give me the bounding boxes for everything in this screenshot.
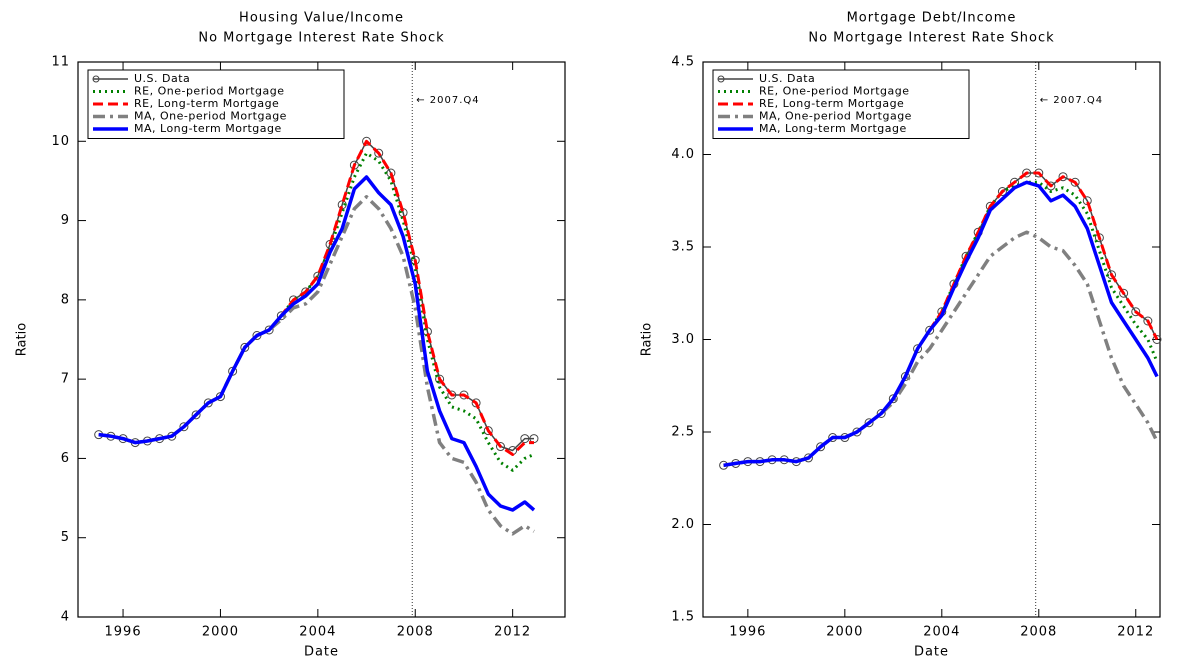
x-tick-label: 2000 <box>826 625 863 640</box>
x-tick-label: 2008 <box>1020 625 1057 640</box>
x-tick-label: 2000 <box>202 625 239 640</box>
y-tick-label: 11 <box>51 55 70 70</box>
series-line <box>98 151 535 472</box>
data-point <box>816 442 826 452</box>
series-line <box>723 180 1159 468</box>
legend-marker <box>717 75 725 83</box>
series-line <box>723 230 1159 468</box>
chart-title: Mortgage Debt/Income <box>847 11 1017 26</box>
data-point <box>520 434 530 444</box>
data-point <box>1131 307 1141 317</box>
y-tick-label: 7 <box>61 372 70 387</box>
legend-label: RE, One-period Mortgage <box>759 85 910 98</box>
data-point <box>203 398 213 408</box>
data-point <box>888 394 898 404</box>
y-tick-label: 4 <box>61 610 70 625</box>
data-point <box>179 422 189 432</box>
x-tick-label: 1996 <box>105 625 142 640</box>
data-point <box>191 410 201 420</box>
panel: Housing Value/Income No Mortgage Interest… <box>15 11 566 660</box>
x-tick-label: 1996 <box>729 625 766 640</box>
data-point <box>362 136 372 146</box>
data-point <box>925 325 935 335</box>
panel: Mortgage Debt/Income No Mortgage Interest… <box>640 11 1162 660</box>
series-line <box>98 195 535 536</box>
data-point <box>240 342 250 352</box>
y-axis-label: Ratio <box>640 323 655 356</box>
x-axis-label: Date <box>304 645 339 660</box>
series-line <box>98 175 536 512</box>
event-label: ← 2007.Q4 <box>1040 95 1103 106</box>
chart-subtitle: No Mortgage Interest Rate Shock <box>198 31 444 46</box>
event-label: ← 2007.Q4 <box>416 95 479 106</box>
legend-marker <box>92 75 100 83</box>
data-point <box>471 398 481 408</box>
data-point <box>495 442 505 452</box>
y-tick-label: 8 <box>61 292 70 307</box>
data-point <box>1119 288 1129 298</box>
y-tick-label: 10 <box>51 134 70 149</box>
legend-box <box>712 69 970 139</box>
series-line <box>98 139 534 456</box>
y-tick-label: 2.0 <box>671 517 695 532</box>
y-tick-label: 9 <box>61 213 70 228</box>
data-point <box>447 390 457 400</box>
series-line <box>723 180 1159 467</box>
data-point <box>876 409 886 418</box>
legend-label: RE, Long-term Mortgage <box>759 97 904 110</box>
legend-label: RE, One-period Mortgage <box>134 85 285 98</box>
x-tick-label: 2012 <box>494 625 531 640</box>
x-axis-label: Date <box>914 645 949 660</box>
y-axis-label: Ratio <box>15 323 30 356</box>
y-tick-label: 2.5 <box>671 425 695 440</box>
y-tick-label: 3.5 <box>671 240 695 255</box>
data-point <box>864 418 874 428</box>
x-tick-label: 2004 <box>923 625 960 640</box>
x-tick-label: 2004 <box>299 625 336 640</box>
y-tick-label: 4.0 <box>671 147 695 162</box>
plot-frame <box>702 61 1161 618</box>
data-point <box>1070 177 1080 187</box>
chart-title: Housing Value/Income <box>239 11 404 26</box>
y-tick-label: 6 <box>61 451 70 466</box>
y-tick-label: 4.5 <box>671 55 695 70</box>
data-point <box>374 148 384 158</box>
data-point <box>228 366 238 376</box>
data-point <box>997 187 1007 196</box>
data-point <box>1152 335 1162 344</box>
legend-label: MA, Long-term Mortgage <box>759 122 907 135</box>
legend-label: U.S. Data <box>759 72 815 85</box>
legend-box <box>87 69 345 139</box>
y-tick-label: 3.0 <box>671 332 695 347</box>
data-point <box>483 426 493 436</box>
data-point <box>1022 168 1032 178</box>
data-point <box>1058 172 1068 182</box>
y-tick-label: 1.5 <box>671 610 695 625</box>
chart-subtitle: No Mortgage Interest Rate Shock <box>808 31 1054 46</box>
data-point <box>435 374 445 384</box>
legend-label: MA, Long-term Mortgage <box>134 122 282 135</box>
legend-label: MA, One-period Mortgage <box>759 110 912 123</box>
legend-label: U.S. Data <box>134 72 190 85</box>
x-tick-label: 2008 <box>397 625 434 640</box>
series-line <box>98 140 534 452</box>
legend-label: MA, One-period Mortgage <box>134 110 287 123</box>
legend-label: RE, Long-term Mortgage <box>134 97 279 110</box>
data-point <box>1143 316 1153 326</box>
plot-frame <box>77 61 566 618</box>
y-tick-label: 5 <box>61 530 70 545</box>
x-tick-label: 2012 <box>1117 625 1154 640</box>
